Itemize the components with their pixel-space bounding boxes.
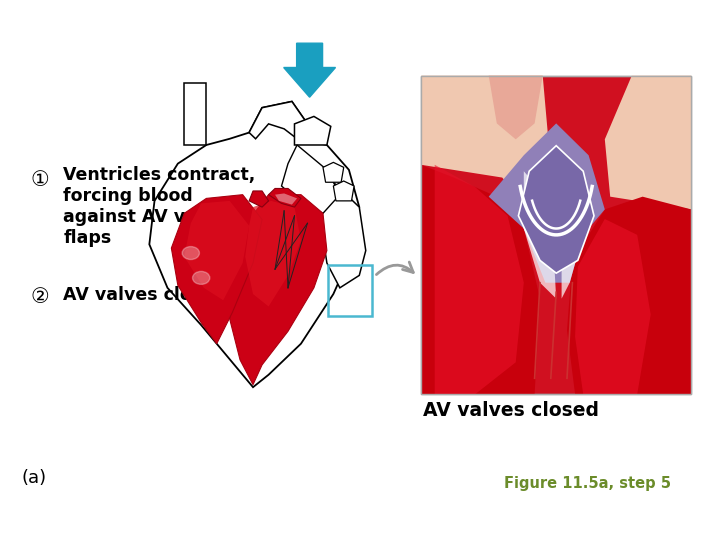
Polygon shape: [489, 76, 543, 139]
Polygon shape: [323, 163, 343, 183]
Text: AV valves closed: AV valves closed: [423, 401, 599, 420]
Polygon shape: [275, 193, 297, 205]
Text: Ventricles contract,
forcing blood
against AV valve
flaps: Ventricles contract, forcing blood again…: [63, 166, 256, 247]
Polygon shape: [282, 145, 340, 213]
Polygon shape: [320, 176, 366, 288]
Polygon shape: [605, 76, 691, 210]
Polygon shape: [294, 117, 330, 145]
Text: ①: ①: [30, 170, 49, 190]
Bar: [421, 76, 691, 394]
Polygon shape: [421, 165, 540, 394]
Polygon shape: [524, 171, 556, 299]
Polygon shape: [518, 146, 594, 273]
Polygon shape: [435, 165, 524, 394]
Polygon shape: [575, 219, 651, 394]
Polygon shape: [269, 188, 301, 207]
Polygon shape: [184, 201, 249, 300]
Text: Figure 11.5a, step 5: Figure 11.5a, step 5: [504, 476, 671, 491]
Polygon shape: [246, 201, 301, 306]
Circle shape: [182, 247, 199, 260]
Text: ②: ②: [30, 287, 49, 307]
Polygon shape: [249, 191, 269, 207]
Bar: [328, 265, 372, 316]
Polygon shape: [249, 102, 305, 139]
Polygon shape: [562, 171, 583, 299]
Polygon shape: [421, 76, 556, 228]
Text: AV valves close: AV valves close: [63, 286, 215, 304]
Polygon shape: [284, 43, 336, 97]
Polygon shape: [184, 83, 207, 145]
Polygon shape: [567, 197, 691, 394]
Polygon shape: [489, 124, 605, 283]
Bar: [421, 76, 691, 394]
Circle shape: [192, 272, 210, 285]
Text: (a): (a): [22, 469, 47, 487]
Polygon shape: [171, 195, 262, 344]
Polygon shape: [230, 195, 327, 384]
Polygon shape: [333, 181, 354, 201]
Polygon shape: [149, 102, 359, 387]
